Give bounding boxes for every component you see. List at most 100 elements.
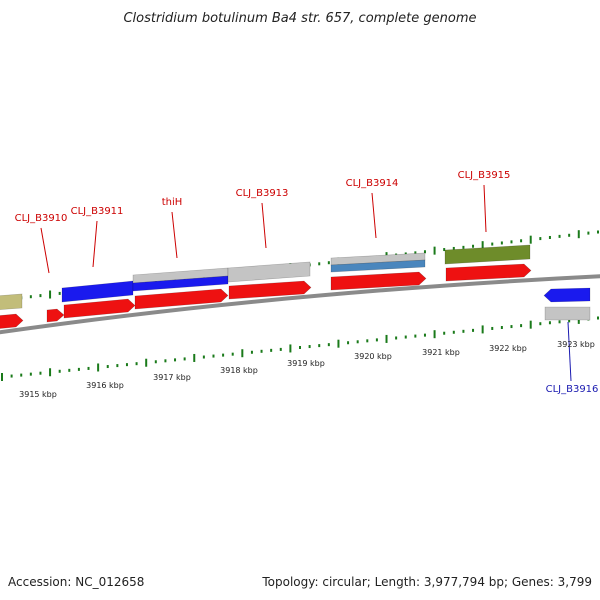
inner-tick-minor xyxy=(520,324,523,328)
inner-tick-minor xyxy=(597,316,599,320)
gene-block-blue-2 xyxy=(132,275,229,292)
inner-tick-minor xyxy=(500,326,503,330)
inner-tick-minor xyxy=(222,353,225,357)
inner-tick-minor xyxy=(568,319,571,323)
inner-tick-major xyxy=(385,334,388,343)
inner-tick-minor xyxy=(423,333,426,337)
gene-arrow-blue-3916 xyxy=(543,287,591,303)
kbp-label: 3919 kbp xyxy=(287,359,325,368)
inner-tick-minor xyxy=(212,354,215,358)
kbp-label: 3921 kbp xyxy=(422,348,460,357)
inner-tick-major xyxy=(337,339,340,348)
inner-tick-major xyxy=(1,373,3,381)
inner-tick-minor xyxy=(10,374,13,378)
inner-tick-major xyxy=(481,325,484,334)
label-leader-line xyxy=(261,202,267,249)
inner-tick-major xyxy=(49,368,52,377)
outer-tick-minor xyxy=(472,244,475,248)
outer-tick-minor xyxy=(597,230,599,234)
outer-tick-minor xyxy=(327,261,330,265)
accession-text: Accession: NC_012658 xyxy=(8,575,144,589)
outer-tick-minor xyxy=(548,235,551,239)
inner-tick-minor xyxy=(58,369,61,373)
inner-tick-minor xyxy=(135,362,138,366)
inner-tick-minor xyxy=(308,345,311,349)
gene-block-steelblue xyxy=(330,259,426,273)
kbp-label: 3918 kbp xyxy=(220,366,258,375)
gene-label-clj_b3913: CLJ_B3913 xyxy=(236,188,289,199)
inner-tick-minor xyxy=(375,338,378,342)
inner-tick-minor xyxy=(68,368,71,372)
inner-tick-minor xyxy=(404,335,407,339)
kbp-scale: 3915 kbp 3916 kbp 3917 kbp 3918 kbp 3919 kbp… xyxy=(19,340,595,399)
outer-tick-major xyxy=(433,246,436,255)
label-leader-line xyxy=(171,211,178,259)
gene-label-clj_b3911: CLJ_B3911 xyxy=(71,206,124,217)
gene-block-blue-1 xyxy=(61,280,134,303)
gene-block-gray-4 xyxy=(544,306,591,321)
gene-features xyxy=(0,244,591,329)
inner-tick-minor xyxy=(366,339,369,343)
kbp-label: 3923 kbp xyxy=(557,340,595,349)
gene-arrow-red-2 xyxy=(46,308,65,323)
kbp-label: 3920 kbp xyxy=(354,352,392,361)
inner-tick-minor xyxy=(87,366,90,370)
gene-arrow-red-7 xyxy=(445,263,532,282)
inner-tick-minor xyxy=(202,355,205,359)
genome-backbone xyxy=(0,274,600,335)
gene-block-olive xyxy=(444,244,531,265)
inner-tick-minor xyxy=(77,367,80,371)
inner-tick-minor xyxy=(260,349,263,353)
kbp-label: 3917 kbp xyxy=(153,373,191,382)
inner-tick-minor xyxy=(183,357,186,361)
outer-tick-minor xyxy=(568,233,571,237)
inner-tick-minor xyxy=(491,326,494,330)
kbp-label: 3922 kbp xyxy=(489,344,527,353)
inner-tick-minor xyxy=(395,336,398,340)
inner-tick-minor xyxy=(472,328,475,332)
outer-tick-minor xyxy=(500,241,503,245)
outer-tick-minor xyxy=(29,295,32,299)
inner-tick-minor xyxy=(539,322,542,326)
outer-tick-major xyxy=(529,235,532,244)
inner-tick-minor xyxy=(39,371,42,375)
map-title: Clostridium botulinum Ba4 str. 657, comp… xyxy=(123,11,476,26)
gene-block-khaki xyxy=(0,293,23,310)
kbp-label: 3915 kbp xyxy=(19,390,57,399)
outer-tick-minor xyxy=(404,252,407,256)
gene-arrow-red-4 xyxy=(134,288,229,310)
outer-tick-major xyxy=(481,241,484,250)
inner-tick-minor xyxy=(452,330,455,334)
inner-tick-minor xyxy=(443,331,446,335)
inner-tick-major xyxy=(433,330,436,339)
outer-tick-minor xyxy=(462,245,465,249)
outer-tick-minor xyxy=(520,239,523,243)
outer-tick-major xyxy=(49,290,52,299)
inner-tick-minor xyxy=(462,329,465,333)
inner-tick-minor xyxy=(20,373,23,377)
inner-tick-major xyxy=(193,353,196,362)
inner-tick-major xyxy=(145,358,148,367)
outer-tick-minor xyxy=(318,262,321,266)
label-leader-line xyxy=(371,192,377,239)
inner-tick-minor xyxy=(154,360,157,364)
inner-tick-minor xyxy=(29,372,32,376)
inner-tick-minor xyxy=(318,344,321,348)
label-leader-line xyxy=(567,321,572,382)
outer-tick-minor xyxy=(39,294,42,298)
gene-arrow-red-1 xyxy=(0,313,24,329)
label-leader-line xyxy=(40,227,50,274)
inner-tick-minor xyxy=(106,365,109,369)
inner-tick-minor xyxy=(558,320,561,324)
inner-tick-minor xyxy=(270,348,273,352)
genome-summary-text: Topology: circular; Length: 3,977,794 bp… xyxy=(261,575,592,589)
inner-tick-minor xyxy=(250,350,253,354)
inner-tick-minor xyxy=(414,334,417,338)
inner-tick-minor xyxy=(279,347,282,351)
outer-tick-minor xyxy=(510,240,513,244)
outer-tick-major xyxy=(577,230,580,239)
inner-tick-minor xyxy=(548,321,551,325)
gene-label-thih: thiH xyxy=(162,197,183,208)
